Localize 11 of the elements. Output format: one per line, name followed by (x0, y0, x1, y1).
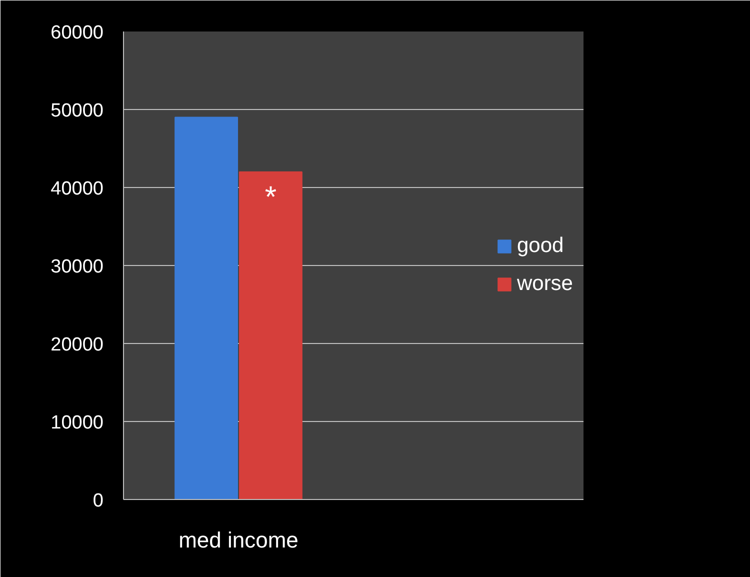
y-tick-label: 0 (92, 490, 104, 512)
x-tick-label: med income (178, 528, 298, 552)
y-tick-label: 60000 (50, 22, 104, 44)
annotation: * (264, 181, 277, 214)
y-tick-label: 40000 (50, 178, 104, 200)
y-tick-label: 30000 (50, 256, 104, 278)
legend-label: good (516, 234, 564, 258)
y-tick-label: 20000 (50, 334, 104, 356)
legend-label: worse (516, 272, 573, 296)
y-tick-label: 50000 (50, 100, 104, 122)
y-tick-label: 10000 (50, 412, 104, 434)
